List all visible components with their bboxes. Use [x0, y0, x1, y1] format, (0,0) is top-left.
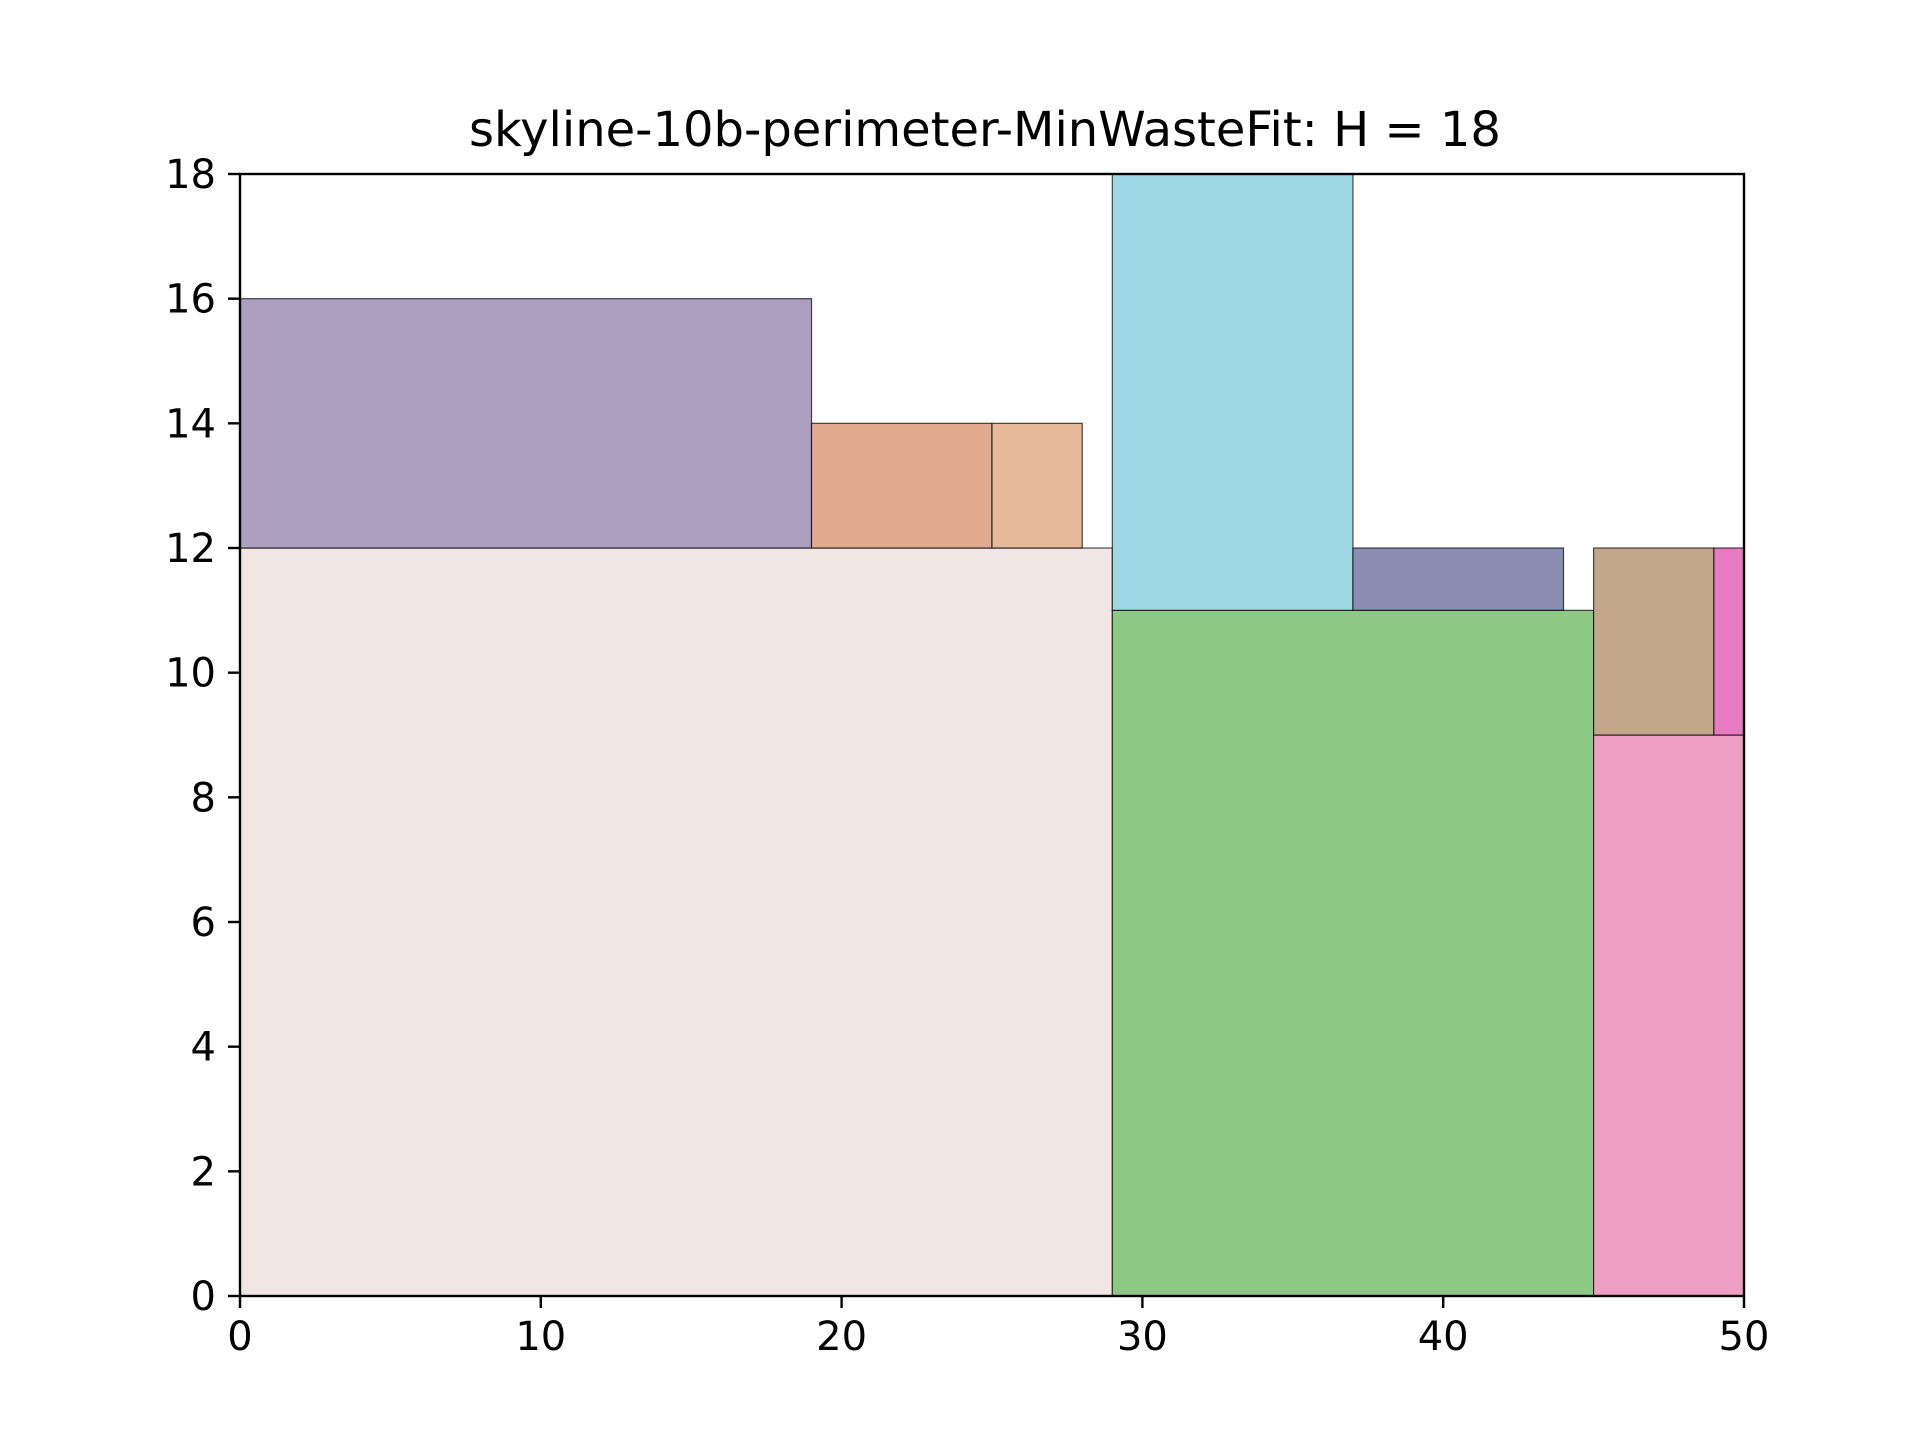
x-tick-label: 50: [1719, 1314, 1770, 1360]
y-tick-label: 6: [191, 900, 216, 946]
y-tick-label: 8: [191, 775, 216, 821]
packed-rectangle-5: [1111, 609, 1595, 1297]
packed-rectangle-2: [239, 298, 813, 549]
packed-rectangle-8: [1592, 734, 1745, 1297]
y-axis: 0 2 4 6 8 10 12 14 16 18: [165, 152, 240, 1320]
packed-rectangle-3: [810, 422, 993, 549]
plot-area: [239, 173, 1745, 1297]
y-tick-label: 2: [191, 1149, 216, 1195]
y-tick-label: 18: [165, 152, 216, 198]
y-tick-label: 10: [165, 651, 216, 697]
packed-rectangle-9: [1592, 547, 1715, 736]
y-tick-label: 4: [191, 1025, 216, 1071]
x-tick-label: 20: [816, 1314, 867, 1360]
x-tick-label: 40: [1418, 1314, 1469, 1360]
chart-title: skyline-10b-perimeter-MinWasteFit: H = 1…: [469, 102, 1501, 158]
y-tick-label: 16: [165, 277, 216, 323]
x-tick-label: 0: [227, 1314, 252, 1360]
packed-rectangle-4: [991, 422, 1083, 549]
packed-rectangle-7: [1352, 547, 1565, 611]
plot-frame: [238, 172, 1746, 1298]
y-tick-label: 12: [165, 526, 216, 572]
x-tick-label: 30: [1117, 1314, 1168, 1360]
x-tick-label: 10: [515, 1314, 566, 1360]
x-axis: 0 10 20 30 40 50: [227, 1296, 1769, 1360]
packed-rectangle-10: [1713, 547, 1745, 736]
packed-rectangle-6: [1111, 173, 1354, 611]
y-tick-label: 0: [191, 1274, 216, 1320]
y-tick-label: 14: [165, 401, 216, 447]
packed-rectangle-1: [239, 547, 1113, 1297]
